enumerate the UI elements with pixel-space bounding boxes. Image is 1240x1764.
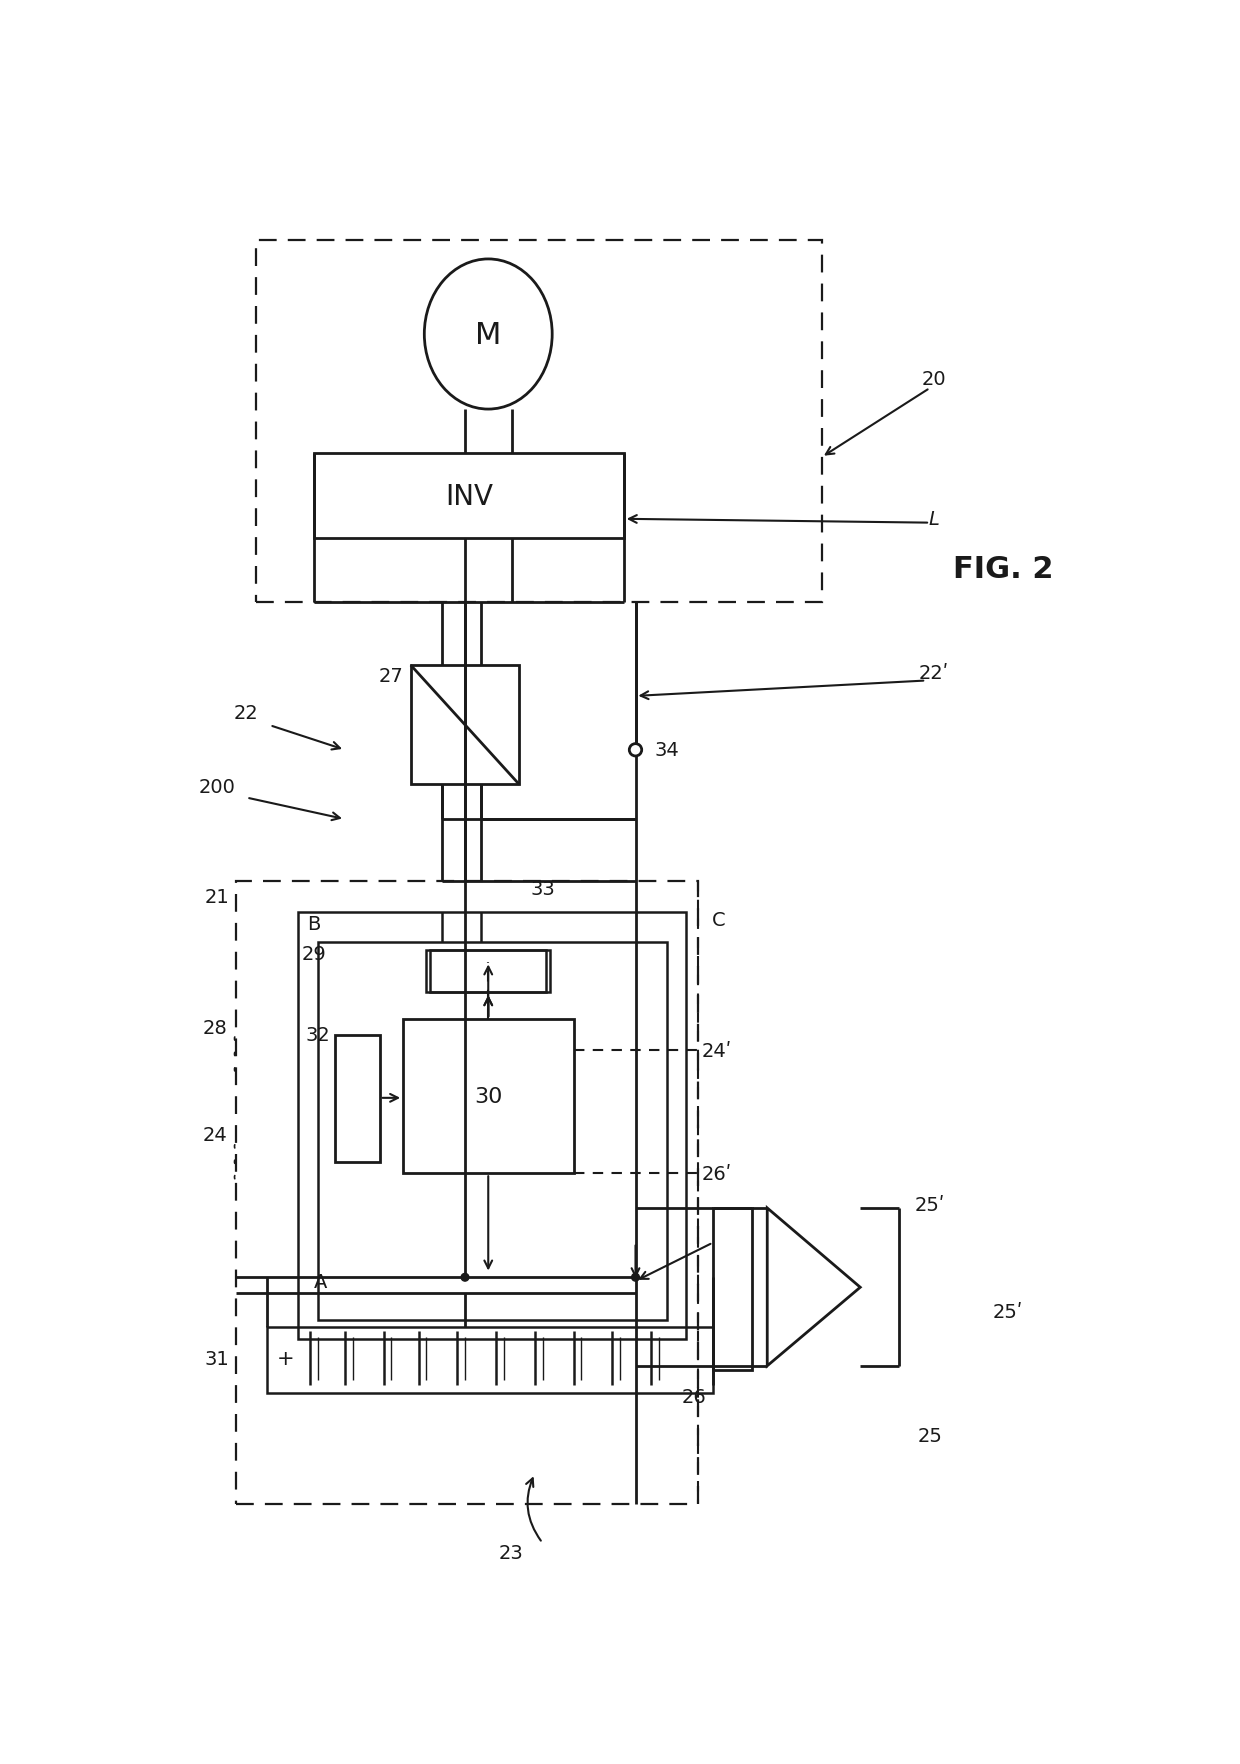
Text: 24ʹ: 24ʹ [702, 1041, 732, 1060]
Text: 25: 25 [918, 1425, 942, 1445]
Text: +: + [277, 1348, 294, 1369]
Text: 26: 26 [681, 1387, 706, 1406]
Bar [430, 951, 547, 993]
Text: 31: 31 [205, 1349, 229, 1367]
Bar [427, 951, 551, 993]
Text: FIG. 2: FIG. 2 [954, 556, 1054, 584]
Text: 21: 21 [205, 887, 229, 907]
Text: A: A [314, 1272, 327, 1291]
Bar [237, 882, 697, 1505]
Bar [317, 942, 667, 1319]
Text: 22ʹ: 22ʹ [919, 663, 949, 683]
Text: C: C [712, 910, 725, 930]
Text: 27: 27 [379, 667, 404, 684]
Circle shape [629, 744, 642, 757]
Circle shape [631, 1274, 640, 1281]
Text: 20: 20 [921, 370, 946, 388]
Text: 22: 22 [234, 704, 259, 723]
Text: 24: 24 [203, 1125, 228, 1145]
Text: 29: 29 [301, 946, 326, 963]
Text: M: M [475, 321, 501, 349]
Bar [403, 1020, 573, 1173]
Text: 33: 33 [531, 880, 554, 898]
Text: 25ʹ: 25ʹ [915, 1194, 945, 1214]
Text: 200: 200 [198, 778, 236, 797]
Text: B: B [308, 914, 321, 933]
Text: INV: INV [445, 482, 492, 510]
Text: 25ʹ: 25ʹ [992, 1302, 1023, 1321]
Text: 28: 28 [203, 1018, 228, 1037]
Text: 34: 34 [655, 741, 678, 760]
Bar [314, 453, 624, 538]
Bar [410, 665, 520, 785]
Text: 26ʹ: 26ʹ [702, 1164, 732, 1184]
Text: 32: 32 [305, 1025, 330, 1044]
Text: L: L [929, 510, 940, 529]
Bar [713, 1208, 751, 1371]
Bar [335, 1035, 379, 1162]
Bar [299, 912, 686, 1339]
Bar [255, 242, 821, 603]
Text: 23: 23 [500, 1544, 523, 1561]
Bar [268, 1328, 713, 1394]
Circle shape [461, 1274, 469, 1281]
Text: 30: 30 [474, 1087, 502, 1106]
